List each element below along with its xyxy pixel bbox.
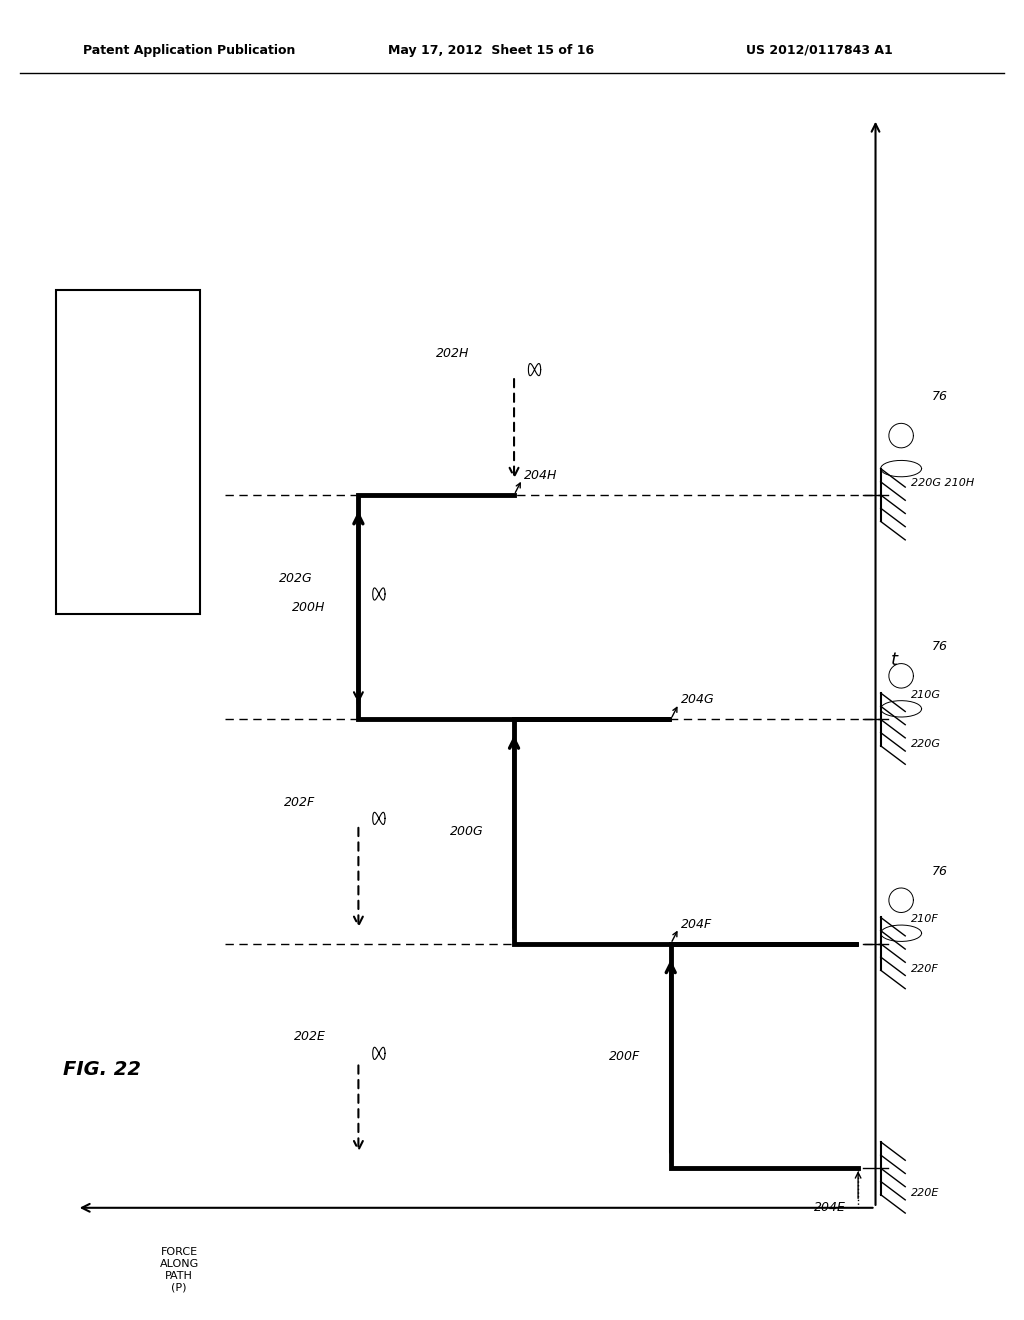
Text: 202E: 202E — [294, 1030, 326, 1043]
Text: FORCE
ALONG
PATH
(P): FORCE ALONG PATH (P) — [160, 1247, 199, 1292]
Text: t: t — [891, 651, 898, 669]
Text: 76: 76 — [932, 389, 948, 403]
Text: 202H: 202H — [435, 347, 469, 360]
Text: Patent Application Publication: Patent Application Publication — [83, 44, 296, 57]
Text: 220E: 220E — [911, 1188, 940, 1199]
Text: 202G: 202G — [279, 572, 312, 585]
Text: May 17, 2012  Sheet 15 of 16: May 17, 2012 Sheet 15 of 16 — [388, 44, 595, 57]
Text: 200H: 200H — [292, 601, 326, 614]
Text: 202F: 202F — [284, 796, 315, 809]
Text: 204H: 204H — [524, 469, 558, 482]
Text: 200F: 200F — [608, 1049, 640, 1063]
Text: US 2012/0117843 A1: US 2012/0117843 A1 — [745, 44, 893, 57]
Text: FORWARD (RECOIL) FORCE: FORWARD (RECOIL) FORCE — [142, 392, 152, 512]
Text: 204E: 204E — [814, 1201, 846, 1214]
Text: 210G: 210G — [911, 689, 941, 700]
Text: 220G 210H: 220G 210H — [911, 478, 975, 488]
Text: 200G: 200G — [450, 825, 483, 838]
Bar — [56, 290, 200, 614]
Text: 210F: 210F — [911, 913, 939, 924]
Text: FORWARD (MUSCLE) FORCE: FORWARD (MUSCLE) FORCE — [101, 389, 111, 515]
Text: 220G: 220G — [911, 739, 941, 750]
Text: 76: 76 — [932, 865, 948, 878]
Text: 76: 76 — [932, 640, 948, 653]
Text: FIG. 22: FIG. 22 — [63, 1060, 141, 1078]
Text: 220F: 220F — [911, 964, 939, 974]
Text: 204F: 204F — [681, 917, 713, 931]
Text: 204G: 204G — [681, 693, 715, 706]
